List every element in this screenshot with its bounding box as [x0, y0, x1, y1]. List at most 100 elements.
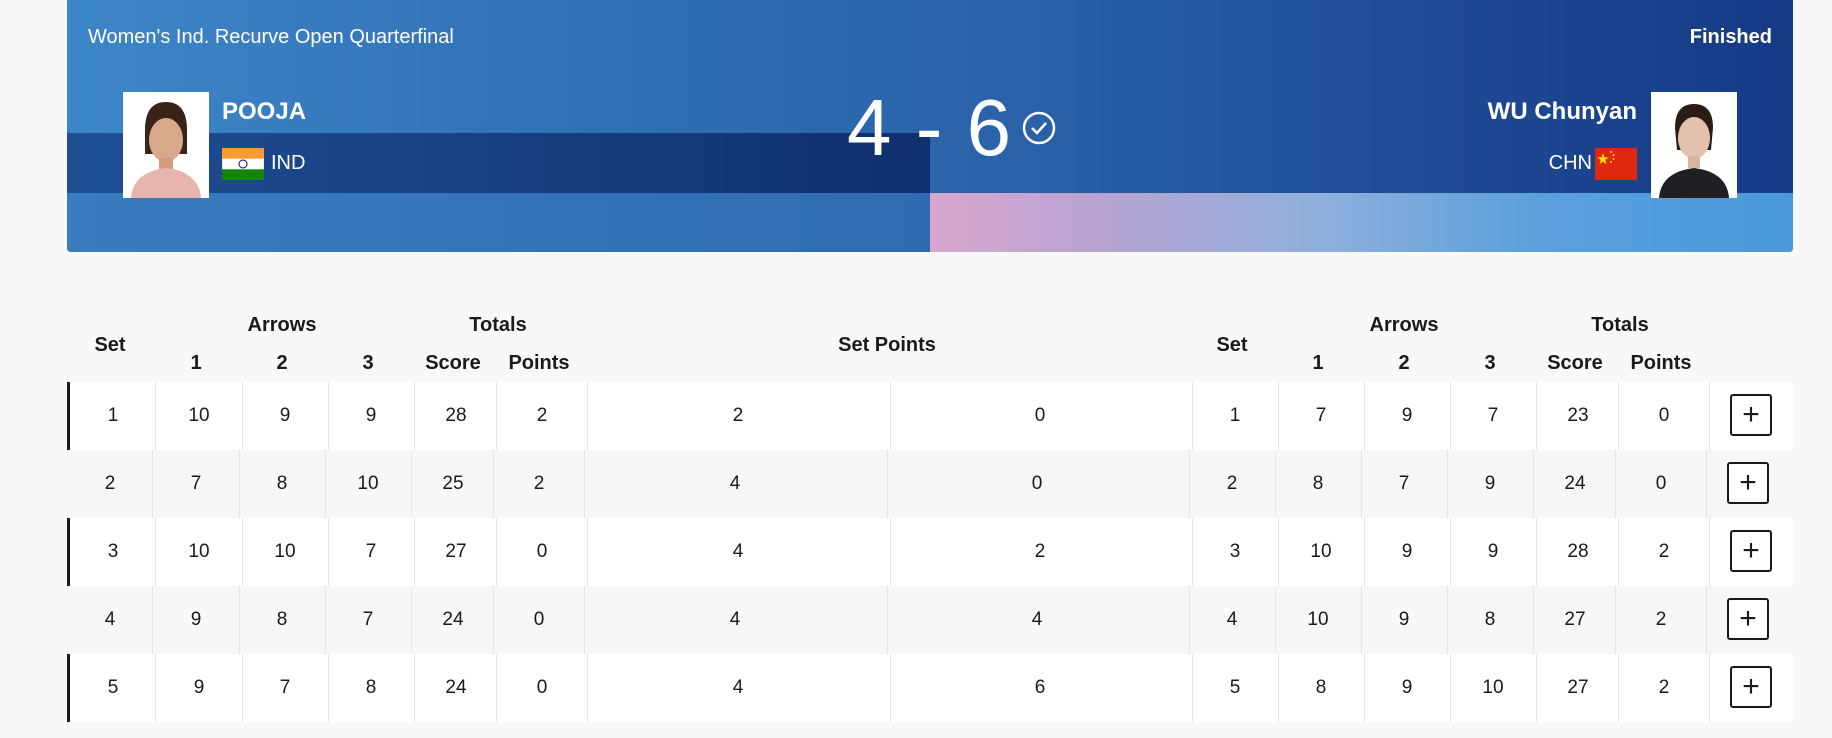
score-right: 24: [1564, 473, 1586, 494]
set-points-right: 4: [1031, 609, 1043, 630]
set-left: 3: [107, 541, 119, 562]
header-totals-left: Totals: [469, 314, 527, 336]
score-left: 28: [445, 405, 467, 426]
score-right: 27: [1564, 609, 1586, 630]
expand-set-button[interactable]: +: [1727, 598, 1769, 640]
set-right: 3: [1229, 541, 1241, 562]
table-row: 4 9 8 7 24 0 4 4 4 10 9 8 27 2 +: [67, 586, 1793, 654]
table-row: 2 7 8 10 25 2 4 0 2 8 7 9 24 0 +: [67, 450, 1793, 518]
score-table: Set Arrows 1 2 3 Totals Score Points Set…: [67, 302, 1793, 722]
points-left: 2: [533, 473, 545, 494]
arrow-2-left: 10: [274, 541, 296, 562]
arrow-2-left: 9: [279, 405, 291, 426]
header-arrow-3-left: 3: [362, 352, 374, 374]
set-points-right: 6: [1034, 677, 1046, 698]
score-right: 28: [1567, 541, 1589, 562]
china-flag-icon: [1595, 148, 1637, 180]
arrow-3-right: 9: [1484, 473, 1496, 494]
header-score-right: Score: [1547, 352, 1603, 374]
match-status: Finished: [1689, 26, 1772, 48]
arrow-2-right: 9: [1398, 609, 1410, 630]
arrow-1-left: 10: [188, 405, 210, 426]
header-arrows-right: Arrows: [1369, 314, 1439, 336]
arrow-1-right: 7: [1315, 405, 1327, 426]
points-left: 0: [533, 609, 545, 630]
athlete-photo-icon: [1651, 92, 1737, 198]
points-right: 2: [1658, 677, 1670, 698]
athlete-name-right: WU Chunyan: [1487, 98, 1637, 125]
header-bottom-left: [67, 193, 930, 252]
arrow-1-right: 8: [1312, 473, 1324, 494]
athlete-photo-icon: [123, 92, 209, 198]
set-right: 5: [1229, 677, 1241, 698]
arrow-1-left: 7: [190, 473, 202, 494]
set-points-right: 0: [1031, 473, 1043, 494]
arrow-2-right: 7: [1398, 473, 1410, 494]
set-points-left: 4: [729, 609, 741, 630]
arrow-2-right: 9: [1401, 541, 1413, 562]
points-right: 2: [1658, 541, 1670, 562]
arrow-1-right: 10: [1310, 541, 1332, 562]
header-points-right: Points: [1630, 352, 1692, 374]
arrow-3-left: 9: [365, 405, 377, 426]
points-right: 2: [1655, 609, 1667, 630]
arrow-3-left: 8: [365, 677, 377, 698]
arrow-3-right: 9: [1487, 541, 1499, 562]
event-title: Women's Ind. Recurve Open Quarterfinal: [88, 26, 454, 48]
set-right: 2: [1226, 473, 1238, 494]
arrow-3-left: 7: [362, 609, 374, 630]
expand-set-button[interactable]: +: [1730, 394, 1772, 436]
header-arrow-3-right: 3: [1484, 352, 1496, 374]
score-left: 24: [445, 677, 467, 698]
table-header: Set Arrows 1 2 3 Totals Score Points Set…: [67, 302, 1793, 382]
header-set-left: Set: [94, 334, 126, 356]
header-arrows-left: Arrows: [247, 314, 317, 336]
arrow-1-left: 10: [188, 541, 210, 562]
header-arrow-1-right: 1: [1312, 352, 1324, 374]
expand-set-button[interactable]: +: [1730, 666, 1772, 708]
score-left: 25: [442, 473, 464, 494]
arrow-2-left: 8: [276, 473, 288, 494]
header-points-left: Points: [508, 352, 570, 374]
set-left: 4: [104, 609, 116, 630]
arrow-3-left: 7: [365, 541, 377, 562]
set-right: 4: [1226, 609, 1238, 630]
arrow-2-right: 9: [1401, 677, 1413, 698]
arrow-2-right: 9: [1401, 405, 1413, 426]
arrow-1-right: 10: [1307, 609, 1329, 630]
match-score: 4 - 6: [847, 83, 1013, 172]
noc-left: IND: [271, 152, 306, 174]
header-arrow-2-left: 2: [276, 352, 288, 374]
arrow-3-right: 7: [1487, 405, 1499, 426]
points-right: 0: [1655, 473, 1667, 494]
score-right: 27: [1567, 677, 1589, 698]
arrow-2-left: 8: [276, 609, 288, 630]
header-totals-right: Totals: [1591, 314, 1649, 336]
header-arrow-2-right: 2: [1398, 352, 1410, 374]
points-right: 0: [1658, 405, 1670, 426]
header-set-right: Set: [1216, 334, 1248, 356]
set-left: 5: [107, 677, 119, 698]
arrow-2-left: 7: [279, 677, 291, 698]
athlete-photo-right: [1651, 92, 1737, 198]
arrow-1-right: 8: [1315, 677, 1327, 698]
score-left: 27: [445, 541, 467, 562]
set-points-right: 2: [1034, 541, 1046, 562]
set-points-left: 2: [732, 405, 744, 426]
set-points-left: 4: [732, 541, 744, 562]
points-left: 0: [536, 541, 548, 562]
set-left: 1: [107, 405, 119, 426]
arrow-3-left: 10: [357, 473, 379, 494]
table-row: 1 10 9 9 28 2 2 0 1 7 9 7 23 0 +: [67, 382, 1793, 450]
table-row: 3 10 10 7 27 0 4 2 3 10 9 9 28 2 +: [67, 518, 1793, 586]
expand-set-button[interactable]: +: [1730, 530, 1772, 572]
table-row: 5 9 7 8 24 0 4 6 5 8 9 10 27 2 +: [67, 654, 1793, 722]
set-right: 1: [1229, 405, 1241, 426]
score-right: 23: [1567, 405, 1589, 426]
points-left: 2: [536, 405, 548, 426]
header-band: [67, 133, 930, 193]
expand-set-button[interactable]: +: [1727, 462, 1769, 504]
score-left: 24: [442, 609, 464, 630]
set-points-left: 4: [732, 677, 744, 698]
match-header: Women's Ind. Recurve Open Quarterfinal F…: [67, 0, 1793, 252]
